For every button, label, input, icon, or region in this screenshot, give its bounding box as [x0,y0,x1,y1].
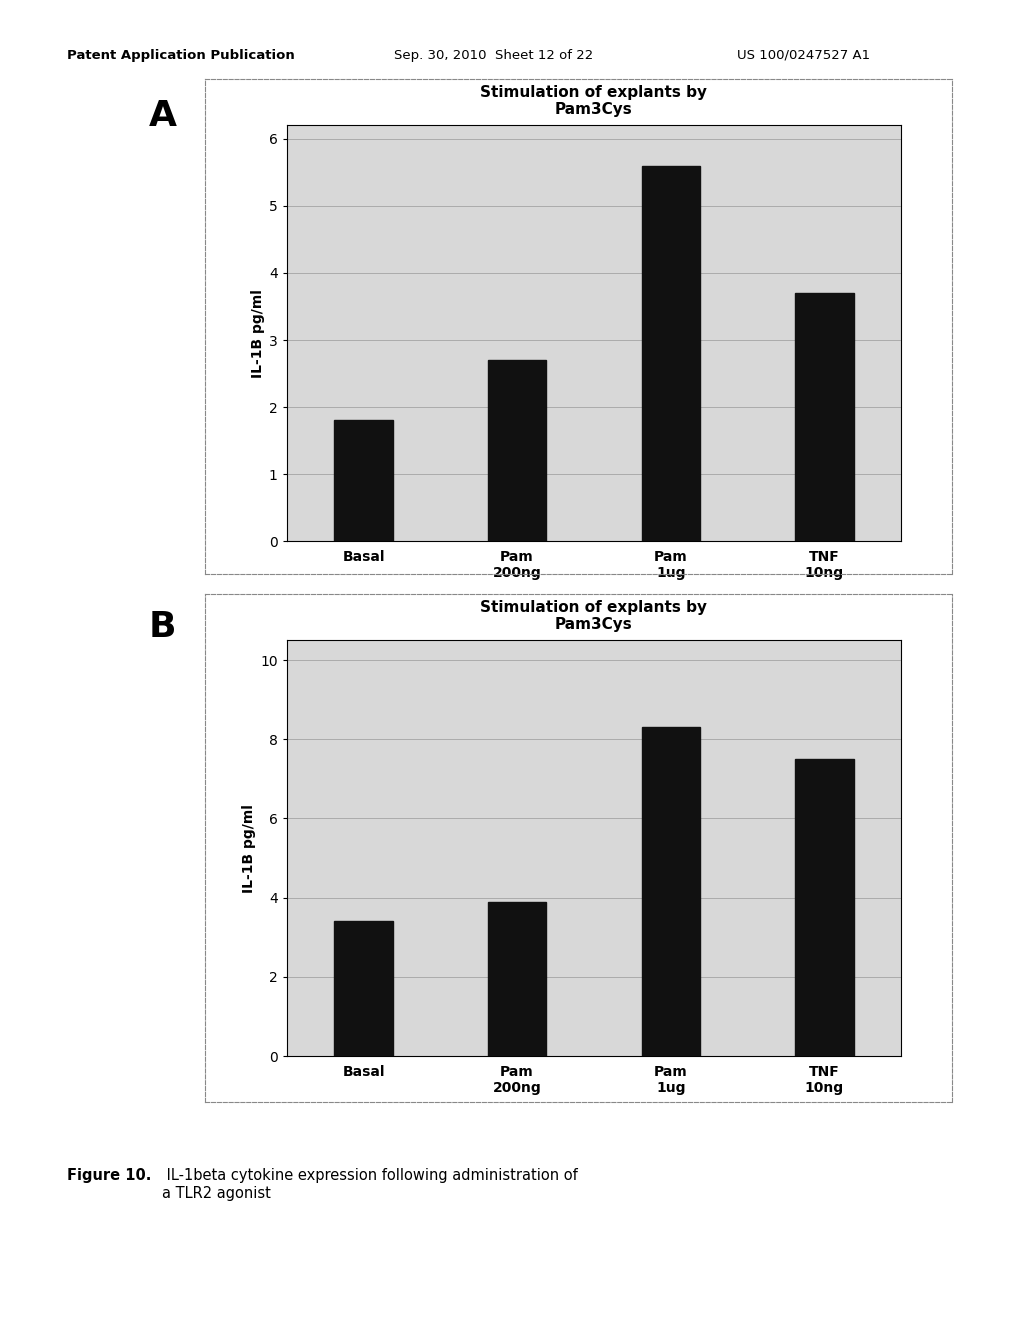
Bar [795,293,853,541]
Bar [488,360,547,541]
Text: Patent Application Publication: Patent Application Publication [67,49,294,62]
Title: Stimulation of explants by
Pam3Cys: Stimulation of explants by Pam3Cys [480,599,708,632]
Text: A: A [148,99,176,133]
Text: Figure 10.: Figure 10. [67,1168,151,1183]
Bar [795,759,853,1056]
Bar [334,921,393,1056]
Bar [334,421,393,541]
Text: Sep. 30, 2010  Sheet 12 of 22: Sep. 30, 2010 Sheet 12 of 22 [394,49,594,62]
Bar [641,165,700,541]
Y-axis label: IL-1B pg/ml: IL-1B pg/ml [251,289,264,378]
Text: US 100/0247527 A1: US 100/0247527 A1 [737,49,870,62]
Text: IL-1beta cytokine expression following administration of
a TLR2 agonist: IL-1beta cytokine expression following a… [162,1168,578,1201]
Text: B: B [148,610,176,644]
Bar [641,727,700,1056]
Title: Stimulation of explants by
Pam3Cys: Stimulation of explants by Pam3Cys [480,84,708,117]
Y-axis label: IL-1B pg/ml: IL-1B pg/ml [242,804,256,892]
Bar [488,902,547,1056]
